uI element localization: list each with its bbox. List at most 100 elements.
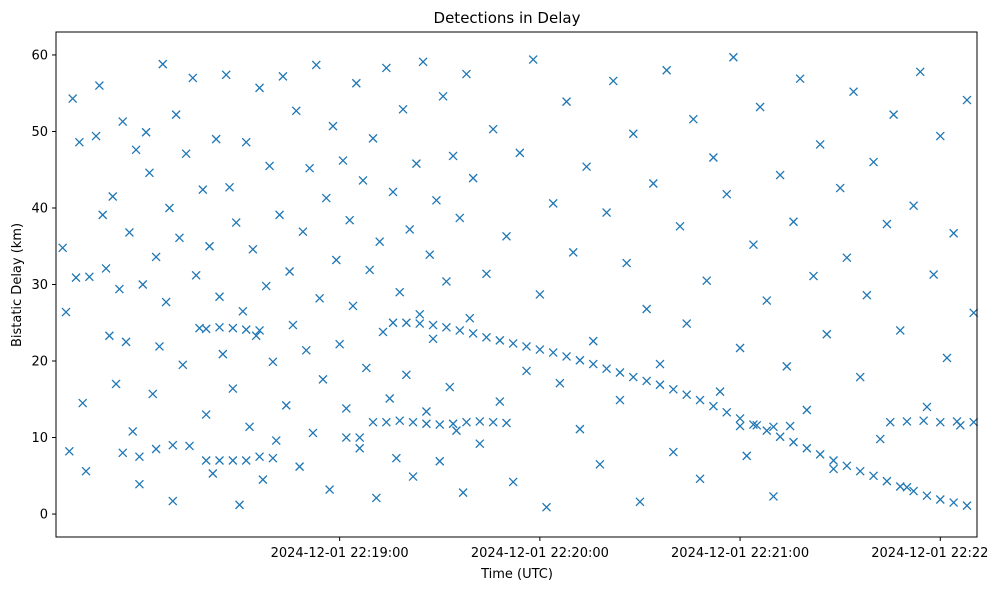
data-point xyxy=(468,173,478,183)
data-point xyxy=(128,426,138,436)
data-point xyxy=(245,422,255,432)
data-point xyxy=(315,293,325,303)
data-point xyxy=(902,417,912,426)
data-point xyxy=(361,363,371,373)
data-point xyxy=(635,497,645,507)
data-point xyxy=(208,469,218,478)
data-point xyxy=(241,456,251,465)
data-point xyxy=(421,419,431,429)
data-point xyxy=(829,464,838,474)
data-point xyxy=(575,424,585,434)
data-point xyxy=(225,182,234,192)
y-axis-ticks: 0 10 20 30 40 50 60 xyxy=(31,48,56,523)
data-point xyxy=(508,338,518,348)
data-point xyxy=(775,432,785,442)
y-tick-label: 40 xyxy=(31,201,48,216)
data-point xyxy=(191,270,201,280)
data-point xyxy=(435,456,445,466)
data-point xyxy=(875,434,885,444)
data-point xyxy=(221,70,231,80)
data-point xyxy=(371,493,381,503)
data-point xyxy=(101,263,111,273)
data-point xyxy=(378,327,388,337)
data-point xyxy=(398,104,408,114)
data-point xyxy=(482,332,491,342)
data-point xyxy=(882,476,892,486)
data-point xyxy=(855,466,865,476)
data-point xyxy=(588,359,598,369)
data-point xyxy=(969,308,979,318)
x-tick-label: 2024-12-01 22:21:00 xyxy=(671,546,809,561)
data-point xyxy=(365,265,375,275)
data-point xyxy=(775,170,785,180)
data-point xyxy=(628,372,638,382)
data-point xyxy=(461,69,471,79)
data-point xyxy=(802,443,812,453)
data-point xyxy=(148,389,158,399)
data-point xyxy=(195,323,204,333)
data-point xyxy=(368,133,378,143)
data-point xyxy=(862,290,872,300)
data-point xyxy=(488,124,498,134)
y-tick-label: 60 xyxy=(31,48,48,63)
data-point xyxy=(151,252,161,262)
data-point xyxy=(215,456,224,465)
x-tick-label: 2024-12-01 22:20:00 xyxy=(471,546,609,561)
data-point xyxy=(708,401,718,411)
data-point xyxy=(882,219,892,229)
data-point xyxy=(328,121,338,131)
data-point xyxy=(278,71,288,81)
data-point xyxy=(211,134,221,144)
data-point xyxy=(428,320,438,330)
data-point xyxy=(78,398,88,408)
data-point xyxy=(355,443,365,453)
data-point xyxy=(915,67,925,77)
data-point xyxy=(134,452,144,462)
data-point xyxy=(68,94,78,104)
data-point xyxy=(218,349,228,359)
data-point xyxy=(268,453,278,463)
data-point xyxy=(795,74,805,84)
data-point xyxy=(622,258,632,268)
x-tick-label: 2024-12-01 22:22:00 xyxy=(871,546,989,561)
data-point xyxy=(935,495,945,504)
data-point xyxy=(648,179,658,188)
data-point xyxy=(535,289,545,299)
data-point xyxy=(548,348,558,358)
data-point xyxy=(755,102,765,112)
data-point xyxy=(438,91,448,101)
data-point xyxy=(418,57,428,67)
data-point xyxy=(782,361,792,371)
data-point xyxy=(305,163,315,173)
data-point xyxy=(325,485,335,495)
data-point xyxy=(722,407,732,417)
data-point xyxy=(215,292,224,302)
data-point xyxy=(441,322,451,332)
data-point xyxy=(415,309,425,319)
data-point xyxy=(715,387,725,397)
data-point xyxy=(391,453,401,463)
data-point xyxy=(615,368,625,377)
data-point xyxy=(411,159,421,169)
data-point xyxy=(815,449,825,459)
data-point xyxy=(668,447,678,457)
data-point xyxy=(855,372,865,382)
data-point xyxy=(815,140,825,149)
data-point xyxy=(889,110,899,120)
data-point xyxy=(742,451,752,461)
data-point xyxy=(842,253,852,263)
data-point xyxy=(849,87,858,97)
data-point xyxy=(748,240,758,250)
data-point xyxy=(238,306,248,316)
data-point xyxy=(285,267,295,276)
data-point xyxy=(405,224,415,234)
data-point xyxy=(642,376,652,386)
x-tick-label: 2024-12-01 22:19:00 xyxy=(271,546,409,561)
data-point xyxy=(161,297,171,307)
data-point xyxy=(251,331,261,341)
data-point xyxy=(748,420,758,429)
data-point xyxy=(261,281,271,291)
data-point xyxy=(962,95,972,105)
data-point xyxy=(341,433,351,442)
data-point xyxy=(168,496,178,506)
